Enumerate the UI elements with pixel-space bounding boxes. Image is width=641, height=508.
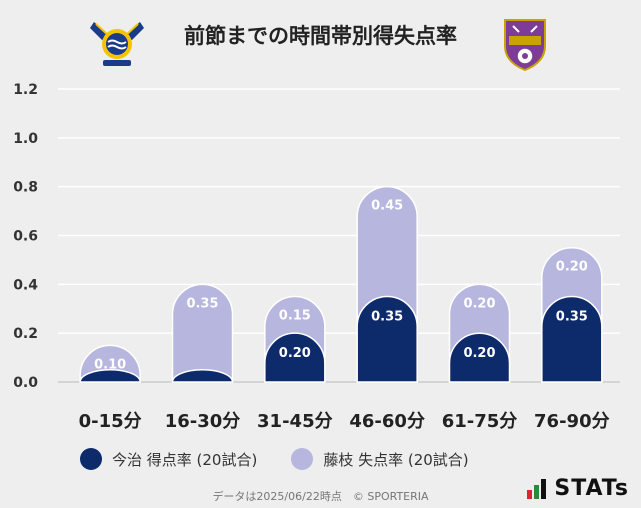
data-label-home: 0.35	[371, 310, 403, 325]
y-tick-label: 0.0	[13, 375, 38, 391]
y-tick-label: 0.4	[13, 277, 38, 293]
home-team-logo	[90, 22, 144, 66]
bar-home	[79, 369, 141, 383]
legend-item-home: 今治 得点率 (20試合)	[80, 448, 257, 470]
data-label-away: 0.15	[279, 309, 311, 324]
data-label-away: 0.35	[186, 296, 218, 311]
y-tick-label: 0.2	[13, 326, 38, 342]
y-tick-label: 1.0	[13, 131, 38, 147]
data-label-away: 0.10	[94, 357, 126, 372]
x-tick-label: 31-45分	[257, 411, 333, 432]
away-team-logo	[504, 19, 546, 72]
data-label-home: 0.35	[556, 310, 588, 325]
data-label-home: 0.20	[463, 346, 495, 361]
footer-note: データは2025/06/22時点 © SPORTERIA	[212, 490, 429, 503]
x-tick-label: 0-15分	[79, 411, 142, 432]
chart-title: 前節までの時間帯別得失点率	[184, 24, 457, 48]
bar-home	[356, 295, 418, 383]
bar-away	[171, 283, 234, 383]
stats-logo-icon	[527, 478, 548, 499]
y-tick-label: 0.6	[13, 229, 38, 245]
x-tick-label: 61-75分	[442, 411, 518, 432]
x-tick-label: 46-60分	[349, 411, 425, 432]
legend-swatch-away	[291, 448, 314, 470]
bar-home	[448, 332, 511, 383]
stats-brand-text: STATs	[554, 476, 629, 501]
stats-brand: STATs	[527, 476, 629, 501]
bar-home	[541, 295, 603, 383]
legend-label-home: 今治 得点率 (20試合)	[112, 450, 258, 469]
y-tick-label: 1.2	[13, 82, 38, 98]
legend: 今治 得点率 (20試合) 藤枝 失点率 (20試合)	[80, 448, 503, 470]
bar-home	[264, 332, 326, 383]
data-label-home: 0.20	[279, 346, 311, 361]
legend-swatch-home	[80, 448, 102, 470]
data-label-away: 0.45	[371, 199, 403, 214]
y-tick-label: 0.8	[13, 180, 38, 196]
bar-home	[171, 369, 234, 383]
x-tick-label: 76-90分	[534, 411, 610, 432]
data-label-away: 0.20	[463, 296, 495, 311]
x-tick-label: 16-30分	[165, 411, 241, 432]
bar-chart: 0.0 0.2 0.4 0.6 0.8 1.0 1.2 0.10 0-15分 0.35 16-30分…	[13, 82, 620, 432]
legend-item-away: 藤枝 失点率 (20試合)	[291, 448, 469, 470]
data-label-away: 0.20	[556, 260, 588, 275]
legend-label-away: 藤枝 失点率 (20試合)	[323, 450, 469, 469]
